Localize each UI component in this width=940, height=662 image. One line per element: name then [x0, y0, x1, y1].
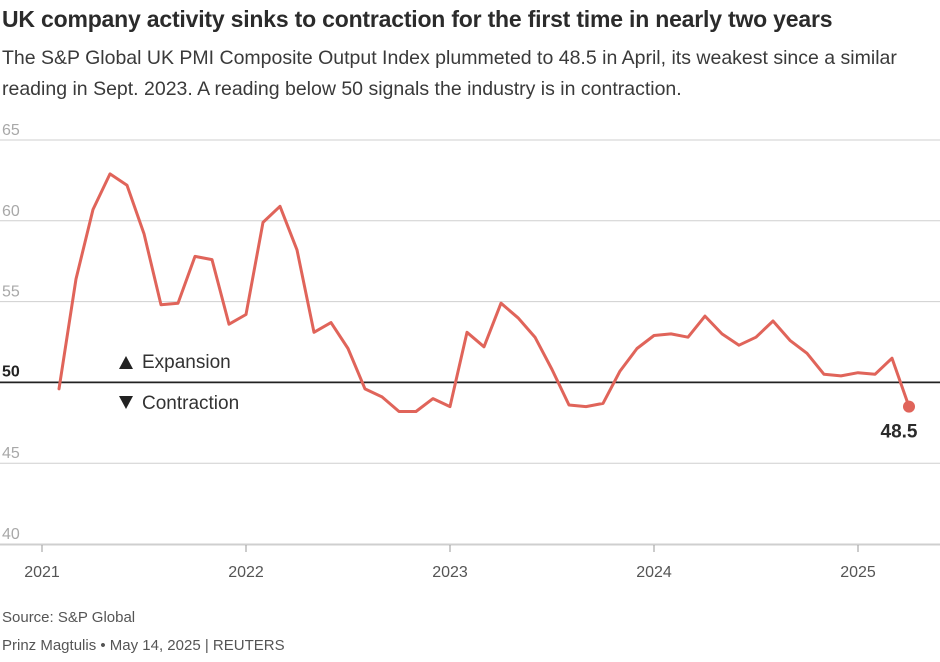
data-point: [857, 371, 860, 374]
x-tick-label: 2025: [840, 564, 876, 581]
data-point: [806, 352, 809, 355]
y-tick-label: 55: [2, 284, 20, 301]
data-point: [432, 397, 435, 400]
data-point: [245, 313, 248, 316]
data-point: [602, 402, 605, 405]
y-tick-label: 60: [2, 203, 20, 220]
data-point: [517, 316, 520, 319]
down-triangle-icon: [119, 396, 133, 409]
data-point: [58, 387, 61, 390]
data-point: [687, 336, 690, 339]
data-point: [500, 302, 503, 305]
data-point: [143, 232, 146, 235]
data-point: [874, 373, 877, 376]
data-point: [279, 205, 282, 208]
data-point: [330, 321, 333, 324]
data-point: [194, 255, 197, 258]
data-point: [636, 347, 639, 350]
source-note: Source: S&P Global: [2, 609, 136, 626]
last-point-marker: [903, 400, 915, 413]
data-point: [738, 344, 741, 347]
data-point: [772, 319, 775, 322]
x-tick-label: 2024: [636, 564, 672, 581]
data-point: [92, 208, 95, 211]
data-point: [177, 302, 180, 305]
chart-title: UK company activity sinks to contraction…: [2, 6, 833, 32]
data-point: [891, 357, 894, 360]
data-point: [653, 334, 656, 337]
up-triangle-icon: [119, 356, 133, 369]
contraction-label: Contraction: [142, 393, 239, 414]
data-point: [160, 303, 163, 306]
data-point: [585, 405, 588, 408]
pmi-series-line: [57, 172, 911, 413]
data-point: [721, 332, 724, 335]
y-tick-label: 40: [2, 526, 20, 543]
x-tick-label: 2023: [432, 564, 468, 581]
data-point: [704, 315, 707, 318]
data-point: [313, 331, 316, 334]
data-point: [364, 387, 367, 390]
data-point: [568, 404, 571, 407]
y-tick-label: 45: [2, 445, 20, 462]
data-point: [534, 336, 537, 339]
data-point: [670, 332, 673, 335]
data-point: [109, 172, 112, 175]
x-tick-label: 2021: [24, 564, 60, 581]
chart-subtitle: The S&P Global UK PMI Composite Output I…: [2, 47, 897, 100]
data-point: [619, 370, 622, 373]
data-point: [296, 248, 299, 251]
data-point: [262, 221, 265, 224]
data-point: [449, 405, 452, 408]
data-point: [347, 347, 350, 350]
data-point: [75, 277, 78, 280]
last-value-label: 48.5: [881, 422, 918, 443]
data-point: [823, 373, 826, 376]
data-point: [211, 258, 214, 261]
data-point: [381, 395, 384, 398]
x-tick-label: 2022: [228, 564, 264, 581]
data-point: [466, 331, 469, 334]
data-point: [789, 339, 792, 342]
data-point: [126, 184, 129, 187]
expansion-label: Expansion: [142, 352, 231, 373]
credit-line: Prinz Magtulis • May 14, 2025 | REUTERS: [2, 637, 285, 654]
reference-line-label: 50: [2, 363, 20, 380]
line-chart: 65 60 55 45 40 50 2021 2022 2023 2024 2025 Expansio…: [0, 122, 940, 581]
data-point: [228, 323, 231, 326]
data-point: [551, 368, 554, 371]
data-point: [415, 410, 418, 413]
y-tick-label: 65: [2, 122, 20, 139]
data-point: [398, 410, 401, 413]
data-point: [840, 374, 843, 377]
data-point: [483, 345, 486, 348]
data-point: [755, 336, 758, 339]
